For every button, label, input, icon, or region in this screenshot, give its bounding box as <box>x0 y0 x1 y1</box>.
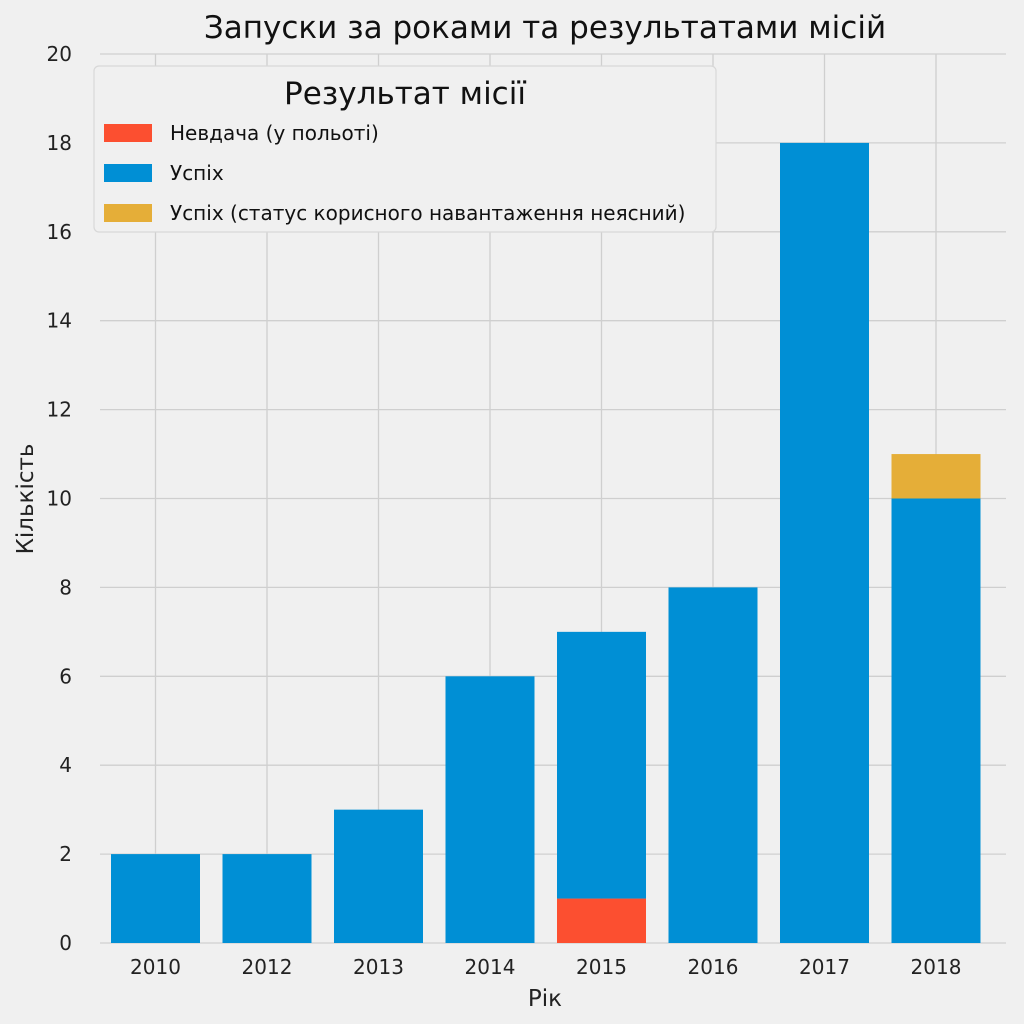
bar-segment <box>111 854 200 943</box>
y-tick-label: 8 <box>59 575 72 599</box>
x-tick-label: 2016 <box>688 955 739 979</box>
x-tick-labels: 2010 2012 2013 2014 2015 2016 2017 2018 <box>130 955 961 979</box>
bar-segment <box>891 454 981 499</box>
y-tick-label: 4 <box>59 753 72 777</box>
bar-segment <box>891 498 981 943</box>
y-tick-label: 20 <box>47 42 72 66</box>
bars <box>111 142 981 943</box>
y-tick-label: 16 <box>47 220 72 244</box>
y-tick-label: 6 <box>59 664 72 688</box>
x-tick-label: 2015 <box>576 955 627 979</box>
bar-segment <box>557 898 646 943</box>
bar-segment <box>668 587 758 943</box>
legend-frame <box>93 65 717 233</box>
y-tick-label: 2 <box>59 842 72 866</box>
x-tick-label: 2018 <box>911 955 962 979</box>
x-tick-label: 2010 <box>130 955 181 979</box>
legend-entry-label: Успіх (статус корисного навантаження нея… <box>170 201 685 225</box>
bar-segment <box>334 809 423 943</box>
bar-segment <box>780 142 869 943</box>
x-tick-label: 2013 <box>353 955 404 979</box>
y-tick-label: 14 <box>47 309 72 333</box>
bar-segment <box>557 631 646 899</box>
y-axis-label: Кількість <box>13 444 39 555</box>
y-tick-labels: 0 2 4 6 8 10 12 14 16 18 20 <box>47 42 72 955</box>
x-axis-label: Рік <box>528 986 562 1012</box>
bar-segment <box>445 676 535 943</box>
chart-title: Запуски за роками та результатами місій <box>204 10 886 46</box>
legend-swatch <box>104 124 152 142</box>
legend-entry-label: Успіх <box>170 161 224 185</box>
legend-entry-label: Невдача (у польоті) <box>170 121 379 145</box>
x-tick-label: 2012 <box>242 955 293 979</box>
legend-swatch <box>104 204 152 222</box>
bar-segment <box>222 854 312 943</box>
x-tick-label: 2017 <box>799 955 850 979</box>
y-tick-label: 10 <box>47 487 72 511</box>
y-tick-label: 18 <box>47 131 72 155</box>
y-tick-label: 12 <box>47 398 72 422</box>
legend: Результат місії Невдача (у польоті) Успіх… <box>93 65 717 233</box>
legend-title: Результат місії <box>284 76 526 112</box>
x-tick-label: 2014 <box>465 955 516 979</box>
legend-swatch <box>104 164 152 182</box>
y-tick-label: 0 <box>59 931 72 955</box>
